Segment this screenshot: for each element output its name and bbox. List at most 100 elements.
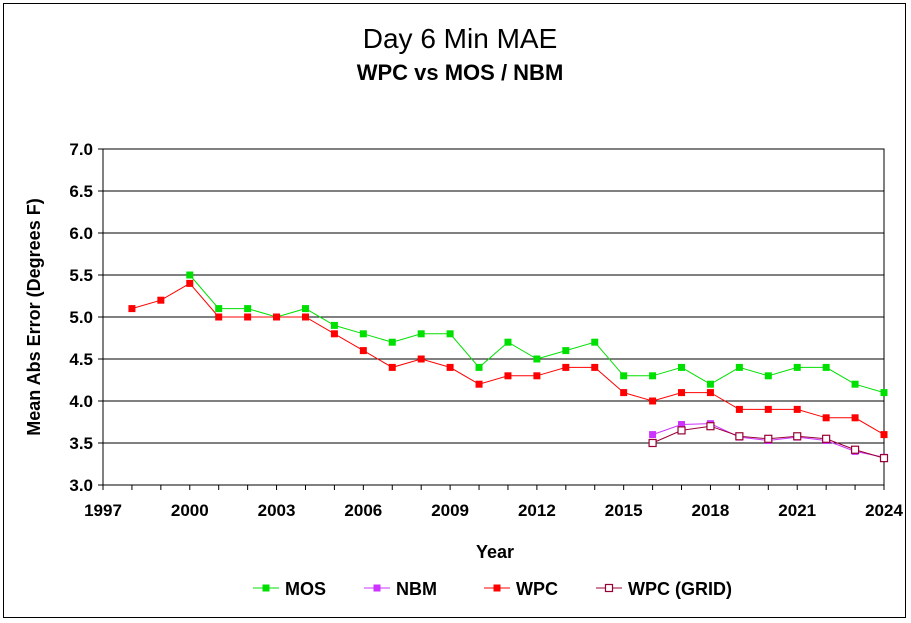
data-point bbox=[591, 338, 599, 346]
y-tick-label: 4.5 bbox=[69, 350, 93, 369]
data-point bbox=[678, 363, 686, 371]
data-point bbox=[446, 363, 454, 371]
x-tick-label: 2009 bbox=[431, 501, 469, 520]
x-tick-label: 2018 bbox=[692, 501, 730, 520]
data-point bbox=[301, 313, 309, 321]
y-tick-label: 3.5 bbox=[69, 434, 93, 453]
data-point bbox=[591, 363, 599, 371]
y-tick-label: 3.0 bbox=[69, 476, 93, 495]
y-tick-label: 4.0 bbox=[69, 392, 93, 411]
legend-swatch-marker bbox=[604, 583, 614, 593]
data-point bbox=[850, 445, 860, 454]
legend-item-mos: MOS bbox=[253, 579, 326, 599]
data-point bbox=[822, 434, 831, 443]
data-point bbox=[648, 438, 657, 448]
data-point bbox=[620, 389, 628, 397]
series-group bbox=[128, 271, 889, 463]
gridlines bbox=[103, 148, 884, 486]
data-point bbox=[677, 426, 686, 435]
data-point bbox=[475, 363, 483, 371]
data-point bbox=[880, 431, 888, 439]
y-tick-label: 5.5 bbox=[69, 266, 93, 285]
data-point bbox=[244, 313, 252, 321]
legend-label: MOS bbox=[285, 579, 326, 599]
data-point bbox=[186, 279, 194, 287]
data-point bbox=[273, 313, 281, 321]
data-point bbox=[359, 330, 367, 338]
data-point bbox=[620, 372, 628, 380]
series-wpc bbox=[128, 279, 888, 439]
y-tick-label: 5.0 bbox=[69, 308, 93, 327]
data-point bbox=[764, 434, 773, 443]
data-point bbox=[186, 271, 194, 279]
data-point bbox=[157, 296, 165, 304]
data-point bbox=[417, 355, 425, 363]
data-point bbox=[706, 380, 714, 388]
data-point bbox=[793, 432, 802, 441]
data-point bbox=[706, 422, 715, 431]
chart-title: Day 6 Min MAE bbox=[363, 23, 558, 54]
data-point bbox=[562, 363, 570, 371]
legend: MOS NBM WPC WPC (GRID) bbox=[253, 579, 732, 599]
data-point bbox=[649, 372, 657, 380]
data-point bbox=[504, 338, 512, 346]
data-point bbox=[359, 347, 367, 355]
data-point bbox=[851, 414, 859, 422]
data-point bbox=[735, 405, 743, 413]
data-point bbox=[678, 389, 686, 397]
legend-label: WPC bbox=[516, 579, 558, 599]
x-tick-label: 2024 bbox=[865, 501, 903, 520]
data-point bbox=[215, 305, 223, 313]
data-point bbox=[388, 338, 396, 346]
data-point bbox=[244, 305, 252, 313]
x-tick-label: 1997 bbox=[84, 501, 122, 520]
data-point bbox=[128, 305, 136, 313]
data-point bbox=[504, 372, 512, 380]
axis-ticks: 3.0 3.5 4.0 4.5 5.0 5.5 6.0 6.5 7.0 1997 2000 2003 2… bbox=[69, 140, 903, 520]
legend-item-wpc-grid: WPC (GRID) bbox=[596, 579, 732, 599]
data-point bbox=[649, 431, 657, 439]
chart-subtitle: WPC vs MOS / NBM bbox=[357, 60, 564, 85]
data-point bbox=[822, 363, 830, 371]
y-tick-label: 6.0 bbox=[69, 224, 93, 243]
x-tick-label: 2006 bbox=[344, 501, 382, 520]
data-point bbox=[533, 372, 541, 380]
y-tick-label: 6.5 bbox=[69, 182, 93, 201]
data-point bbox=[388, 363, 396, 371]
data-point bbox=[562, 347, 570, 355]
data-point bbox=[533, 355, 541, 363]
legend-swatch-marker bbox=[373, 584, 381, 592]
series-wpc-grid bbox=[648, 422, 889, 463]
data-point bbox=[822, 414, 830, 422]
legend-label: NBM bbox=[396, 579, 437, 599]
data-point bbox=[215, 313, 223, 321]
data-point bbox=[649, 397, 657, 405]
x-tick-label: 2000 bbox=[171, 501, 209, 520]
data-point bbox=[851, 380, 859, 388]
series-mos bbox=[186, 271, 888, 397]
data-point bbox=[678, 421, 686, 429]
data-point bbox=[793, 363, 801, 371]
x-tick-label: 2012 bbox=[518, 501, 556, 520]
data-point bbox=[880, 389, 888, 397]
data-point bbox=[330, 330, 338, 338]
data-point bbox=[706, 389, 714, 397]
y-axis-label: Mean Abs Error (Degrees F) bbox=[24, 198, 44, 435]
data-point bbox=[330, 321, 338, 329]
legend-label: WPC (GRID) bbox=[628, 579, 732, 599]
data-point bbox=[764, 372, 772, 380]
data-point bbox=[475, 380, 483, 388]
data-point bbox=[735, 363, 743, 371]
x-tick-label: 2003 bbox=[258, 501, 296, 520]
legend-item-nbm: NBM bbox=[364, 579, 437, 599]
x-tick-label: 2015 bbox=[605, 501, 643, 520]
y-tick-label: 7.0 bbox=[69, 140, 93, 159]
data-point bbox=[417, 330, 425, 338]
data-point bbox=[301, 305, 309, 313]
x-tick-label: 2021 bbox=[778, 501, 816, 520]
legend-swatch-marker bbox=[262, 584, 270, 592]
data-point bbox=[764, 405, 772, 413]
legend-swatch-marker bbox=[493, 584, 501, 592]
data-point bbox=[793, 405, 801, 413]
